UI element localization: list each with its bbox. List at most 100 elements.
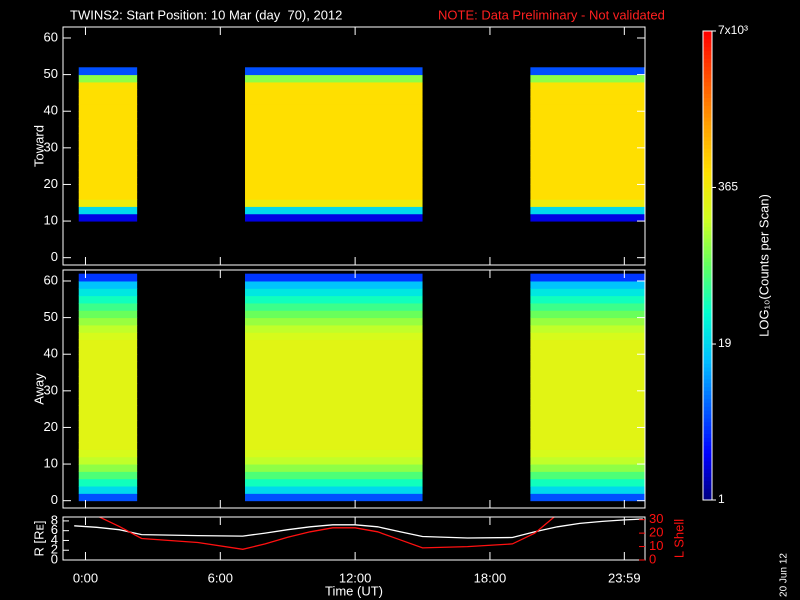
heat-cell (78, 354, 138, 363)
heat-cell (530, 310, 645, 319)
y-tick-label: 40 (44, 103, 58, 118)
heat-cell (530, 273, 645, 282)
colorbar-slice (703, 77, 712, 83)
heat-cell (78, 184, 138, 193)
y-tick-label: 30 (44, 139, 58, 154)
heat-cell (78, 155, 138, 163)
heat-cell (530, 339, 645, 348)
heat-cell (78, 81, 138, 90)
heat-cell (245, 339, 423, 348)
heat-cell (245, 486, 423, 494)
heat-cell (530, 368, 645, 377)
heat-cell (245, 442, 423, 450)
heat-cell (245, 162, 423, 171)
x-tick-label: 12:00 (339, 570, 372, 585)
heat-cell (530, 140, 645, 149)
heat-cell (78, 213, 138, 222)
colorbar-slice (703, 38, 712, 44)
colorbar-slice (703, 402, 712, 407)
line-series (97, 517, 556, 550)
heat-cell (530, 147, 645, 156)
colorbar-frame (702, 30, 713, 501)
x-axis-label: Time (UT) (325, 583, 383, 598)
heat-cell (245, 280, 423, 289)
colorbar-slice (703, 93, 712, 98)
colorbar-slice (703, 261, 712, 266)
colorbar-tick-label: 7x10³ (718, 23, 748, 37)
heat-cell (78, 199, 138, 207)
heat-cell (78, 427, 138, 436)
x-tick-label: 0:00 (73, 570, 98, 585)
heat-cell (245, 118, 423, 127)
heat-cell (78, 368, 138, 377)
heat-cell (78, 471, 138, 480)
colorbar-slice (703, 468, 712, 474)
colorbar-slice (703, 320, 712, 325)
heat-cell (245, 125, 423, 134)
y-tick-label: 20 (44, 419, 58, 434)
y2-axis-label: L Shell (671, 519, 686, 558)
heat-cell (530, 125, 645, 134)
colorbar-slice (703, 42, 712, 48)
heat-cell (245, 493, 423, 502)
heat-cell (245, 147, 423, 156)
colorbar-slice (703, 382, 712, 388)
colorbar-slice (703, 331, 712, 337)
heat-cell (78, 67, 138, 76)
panel-frame (62, 516, 646, 561)
colorbar-tick-label: 365 (718, 180, 738, 194)
heat-cell (245, 302, 423, 311)
heat-cell (245, 420, 423, 428)
colorbar-slice (703, 101, 712, 106)
heat-cell (530, 67, 645, 76)
heat-cell (78, 317, 138, 326)
colorbar-label: LOG₁₀(Counts per Scan) (756, 194, 771, 337)
heat-cell (78, 493, 138, 502)
heat-cell (530, 464, 645, 472)
chart-title: TWINS2: Start Position: 10 Mar (day 70),… (70, 7, 342, 22)
colorbar-slice (703, 328, 712, 333)
colorbar-slice (703, 195, 712, 200)
colorbar-slice (703, 105, 712, 110)
heat-cell (530, 89, 645, 98)
heat-cell (78, 74, 138, 83)
heat-cell (245, 332, 423, 341)
colorbar-tick-label: 19 (718, 336, 732, 350)
heat-cell (530, 280, 645, 289)
heat-cell (245, 405, 423, 414)
y-tick-label: 50 (44, 309, 58, 324)
colorbar-slice (703, 335, 712, 341)
colorbar-slice (703, 406, 712, 411)
heat-cell (530, 155, 645, 163)
heat-cell (530, 324, 645, 333)
heat-cell (245, 310, 423, 319)
colorbar-slice (703, 363, 712, 368)
colorbar-slice (703, 374, 712, 380)
heat-cell (245, 155, 423, 163)
heat-cell (245, 398, 423, 406)
heat-cell (530, 456, 645, 465)
heat-cell (245, 295, 423, 304)
colorbar-slice (703, 31, 712, 36)
heat-cell (530, 376, 645, 385)
colorbar-slice (703, 58, 712, 63)
colorbar-slice (703, 245, 712, 251)
colorbar-slice (703, 34, 712, 40)
heat-cell (78, 310, 138, 319)
heat-cell (530, 133, 645, 142)
heat-cell (245, 206, 423, 215)
colorbar-slice (703, 339, 712, 345)
colorbar-slice (703, 492, 712, 497)
heat-cell (245, 81, 423, 90)
heat-cell (245, 96, 423, 105)
heat-cell (78, 434, 138, 443)
heat-cell (78, 191, 138, 200)
x-tick-label: 6:00 (208, 570, 233, 585)
panel-frame (62, 26, 646, 266)
heat-cell (78, 332, 138, 341)
heat-cell (530, 390, 645, 399)
heat-cell (78, 398, 138, 406)
colorbar-slice (703, 457, 712, 462)
colorbar-slice (703, 234, 712, 239)
colorbar-slice (703, 433, 712, 438)
